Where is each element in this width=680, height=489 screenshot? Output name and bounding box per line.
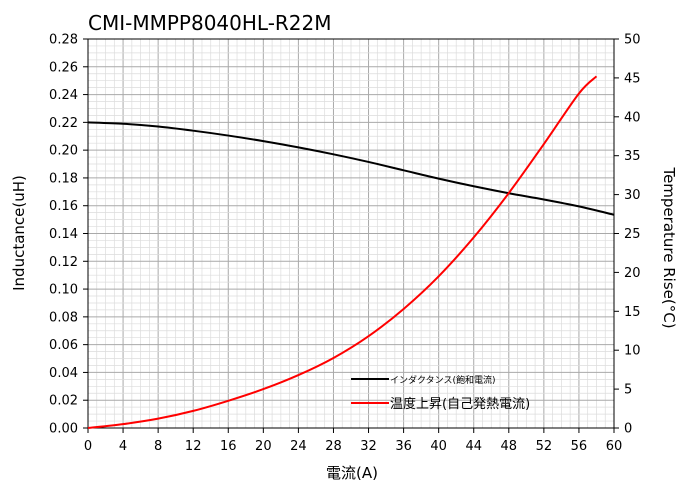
y-right-tick-label: 35 bbox=[624, 149, 641, 164]
ticks: 0 4 8 12 16 20 24 28 32 36 40 44 48 52 56 600.000.020.0… bbox=[49, 33, 641, 455]
y-right-tick-label: 0 bbox=[624, 422, 632, 437]
y-left-tick-label: 0.16 bbox=[49, 199, 78, 214]
y-left-tick-label: 0.14 bbox=[49, 227, 78, 242]
x-tick-label: 4 bbox=[119, 439, 127, 454]
x-axis-title: 電流(A) bbox=[326, 464, 378, 482]
y-left-tick-label: 0.20 bbox=[49, 144, 78, 159]
series-layer bbox=[87, 75, 615, 429]
x-tick-label: 60 bbox=[606, 439, 623, 454]
series-line-inductance bbox=[87, 121, 615, 216]
y-left-tick-label: 0.04 bbox=[49, 366, 78, 381]
y-left-tick-label: 0.00 bbox=[49, 422, 78, 437]
y-left-tick-label: 0.08 bbox=[49, 310, 78, 325]
y-right-tick-label: 45 bbox=[624, 71, 641, 86]
y-left-tick-label: 0.18 bbox=[49, 171, 78, 186]
x-tick-label: 24 bbox=[290, 439, 307, 454]
legend: インダクタンス(飽和電流) 温度上昇(自己発熱電流) bbox=[351, 374, 530, 412]
x-tick-label: 28 bbox=[325, 439, 342, 454]
y-left-tick-label: 0.22 bbox=[49, 116, 78, 131]
y-right-tick-label: 30 bbox=[624, 188, 641, 203]
y-left-tick-label: 0.24 bbox=[49, 88, 78, 103]
y-left-axis-title: Inductance(uH) bbox=[10, 175, 28, 291]
y-left-tick-label: 0.12 bbox=[49, 255, 78, 270]
x-tick-label: 44 bbox=[465, 439, 482, 454]
y-left-tick-label: 0.06 bbox=[49, 338, 78, 353]
y-right-tick-label: 20 bbox=[624, 266, 641, 281]
x-tick-label: 56 bbox=[571, 439, 588, 454]
chart-title: CMI-MMPP8040HL-R22M bbox=[88, 11, 332, 35]
x-tick-label: 48 bbox=[501, 439, 518, 454]
legend-label-temperature: 温度上昇(自己発熱電流) bbox=[390, 396, 530, 412]
x-tick-label: 0 bbox=[84, 439, 92, 454]
y-left-tick-label: 0.26 bbox=[49, 60, 78, 75]
y-right-tick-label: 15 bbox=[624, 305, 641, 320]
y-right-tick-label: 10 bbox=[624, 344, 641, 359]
legend-label-inductance: インダクタンス(飽和電流) bbox=[390, 374, 495, 386]
y-right-axis-title: Temperature Rise(°C) bbox=[660, 166, 678, 328]
y-left-tick-label: 0.02 bbox=[49, 394, 78, 409]
x-tick-label: 8 bbox=[154, 439, 162, 454]
x-tick-label: 16 bbox=[220, 439, 237, 454]
series-line-temperature bbox=[87, 75, 598, 429]
y-right-tick-label: 40 bbox=[624, 110, 641, 125]
x-tick-label: 12 bbox=[185, 439, 202, 454]
x-tick-label: 52 bbox=[536, 439, 553, 454]
y-right-tick-label: 5 bbox=[624, 383, 632, 398]
x-tick-label: 32 bbox=[360, 439, 377, 454]
grid bbox=[87, 38, 615, 429]
x-tick-label: 20 bbox=[255, 439, 272, 454]
y-right-tick-label: 25 bbox=[624, 227, 641, 242]
y-left-tick-label: 0.10 bbox=[49, 283, 78, 298]
x-tick-label: 40 bbox=[430, 439, 447, 454]
y-right-tick-label: 50 bbox=[624, 33, 641, 48]
y-left-tick-label: 0.28 bbox=[49, 33, 78, 48]
x-tick-label: 36 bbox=[395, 439, 412, 454]
